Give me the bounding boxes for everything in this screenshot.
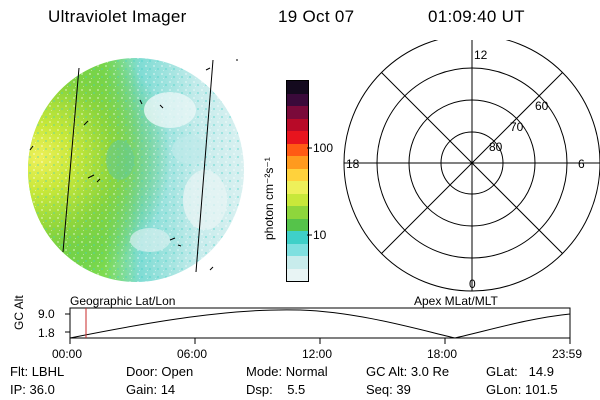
door-value: Open (161, 364, 194, 379)
colorbar-tick-10: 10 (313, 228, 327, 242)
gcalt-value: 3.0 Re (410, 364, 450, 379)
colorbar-segment (287, 81, 308, 94)
colorbar-segment (287, 156, 308, 169)
observation-time: 01:09:40 UT (428, 7, 525, 26)
mlt-label-12: 12 (474, 48, 488, 62)
gain-value: 14 (160, 382, 176, 397)
filter-info: Flt: LBHL (10, 364, 65, 379)
gain-info: Gain: 14 (126, 382, 176, 397)
mode-info: Mode: Normal (246, 364, 328, 379)
orbit-y-min: 1.8 (38, 326, 55, 340)
colorbar-segment (287, 256, 308, 269)
colorbar-segment (287, 181, 308, 194)
gcalt-info: GC Alt: 3.0 Re (366, 364, 450, 379)
orbit-tick-2359: 23:59 (552, 347, 583, 361)
lat-label-70: 70 (510, 120, 524, 134)
mlt-label-0: 0 (469, 277, 476, 291)
polar-plot (343, 40, 600, 292)
dsp-value: 5.5 (287, 382, 306, 397)
orbit-altitude-curve (69, 309, 571, 339)
instrument-title: Ultraviolet Imager (48, 7, 187, 26)
seq-value: 39 (396, 382, 411, 397)
seq-info: Seq: 39 (366, 382, 411, 397)
mode-value: Normal (285, 364, 328, 379)
colorbar-tick-100: 100 (313, 141, 334, 155)
orbit-tick-0000: 00:00 (52, 347, 83, 361)
orbit-tick-1200: 12:00 (302, 347, 333, 361)
ip-info: IP: 36.0 (10, 382, 55, 397)
earth-disk (28, 58, 244, 282)
colorbar-segment (287, 131, 308, 144)
observation-date: 19 Oct 07 (278, 7, 355, 26)
orbit-y-max: 9.0 (38, 307, 55, 321)
dsp-info: Dsp: 5.5 (246, 382, 306, 397)
ip-value: 36.0 (29, 382, 55, 397)
glat-value: 14.9 (528, 364, 554, 379)
colorbar-segment (287, 243, 308, 257)
geographic-label: Geographic Lat/Lon (70, 294, 176, 308)
colorbar-segment (287, 93, 308, 107)
door-info: Door: Open (126, 364, 194, 379)
mlt-label-18: 18 (346, 157, 360, 171)
colorbar-segment (287, 206, 308, 219)
colorbar-segment (287, 106, 308, 119)
colorbar-unit-label: photon cm⁻²s⁻¹ (262, 157, 276, 240)
orbit-axis-label: GC Alt (12, 295, 26, 330)
coastline-fragments (29, 59, 238, 271)
glon-value: 101.5 (525, 382, 558, 397)
apex-label: Apex MLat/MLT (414, 294, 498, 308)
filter-value: LBHL (31, 364, 65, 379)
polar-diagonal (381, 72, 563, 254)
glat-info: GLat: 14.9 (486, 364, 554, 379)
colorbar-segment (287, 168, 308, 182)
colorbar-segment (287, 268, 308, 281)
orbit-tick-0600: 06:00 (177, 347, 208, 361)
lat-label-60: 60 (535, 99, 549, 113)
colorbar-segment (287, 218, 308, 232)
orbit-frame (69, 307, 571, 339)
orbit-plot (65, 307, 571, 344)
lat-label-80: 80 (489, 140, 503, 154)
colorbar-segment (287, 231, 308, 244)
colorbar-segment (287, 193, 308, 207)
glon-info: GLon: 101.5 (486, 382, 558, 397)
colorbar (286, 80, 309, 282)
mlt-label-6: 6 (578, 157, 585, 171)
meridian-line (195, 59, 214, 273)
meridian-line (62, 67, 80, 253)
colorbar-segment (287, 118, 308, 132)
colorbar-ticks (307, 147, 312, 236)
orbit-tick-1800: 18:00 (427, 347, 458, 361)
colorbar-segment (287, 143, 308, 157)
